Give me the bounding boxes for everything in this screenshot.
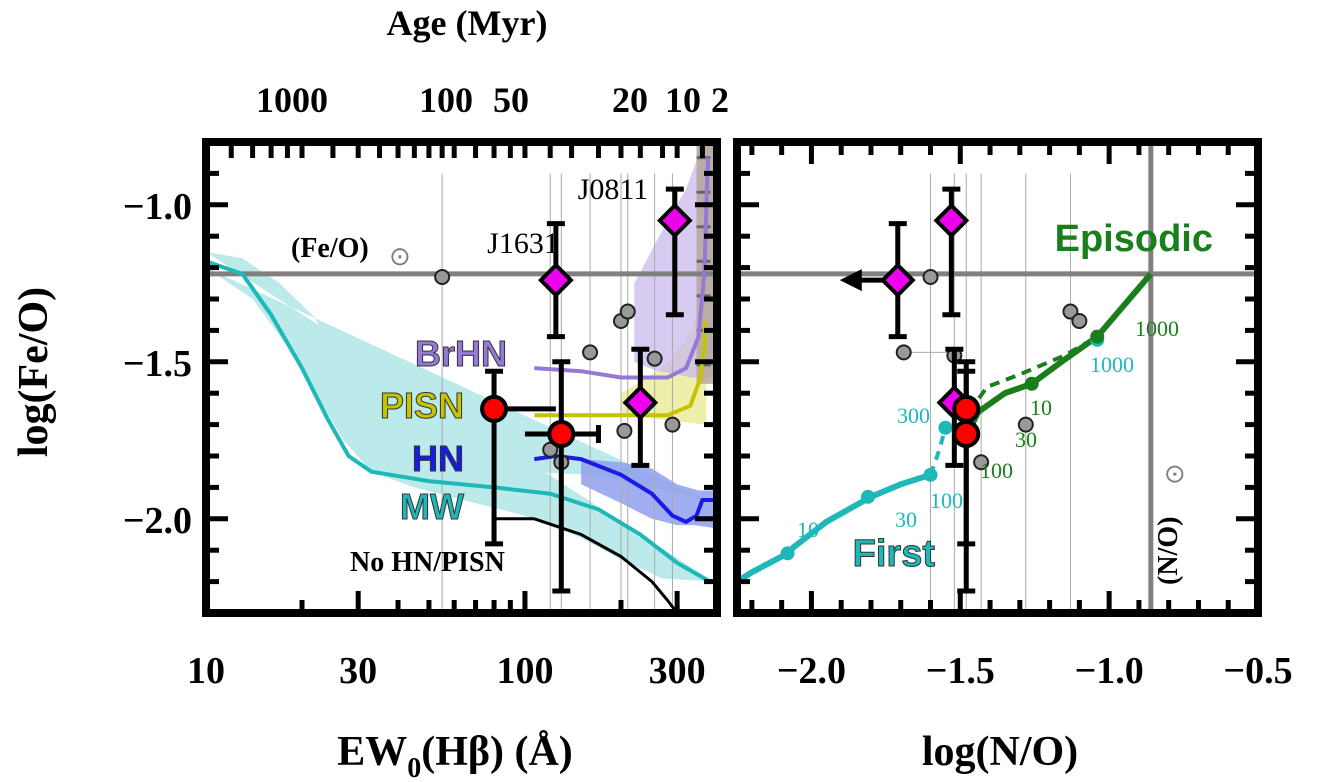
gray-data-point	[895, 344, 912, 361]
top-age-label: 20	[612, 80, 648, 120]
solar-fe-o-label: (Fe/O)	[291, 233, 369, 264]
model-line-brhn	[534, 157, 711, 380]
first-track-point	[860, 489, 875, 504]
y-tick-label: −2.0	[123, 500, 192, 542]
episodic-track-point	[1090, 329, 1105, 344]
gray-data-point	[434, 269, 451, 286]
top-age-label: 1000	[256, 80, 328, 120]
y-tick-label: −1.5	[123, 343, 192, 385]
right-frame	[733, 138, 1262, 617]
gray-data-point	[542, 441, 559, 458]
first-track-point	[923, 467, 938, 482]
top-age-label: 2	[711, 80, 729, 120]
legend-no-hn-pisn: No HN/PISN	[350, 547, 505, 578]
x-axis-label-right: log(N/O)	[922, 729, 1078, 775]
solar-n-o-symbol: ⊙	[1160, 463, 1190, 485]
gray-data-point	[582, 344, 599, 361]
model-line-pisn	[534, 320, 708, 418]
left-frame	[202, 138, 721, 617]
first-time-label: 1000	[1090, 352, 1134, 377]
solar-n-o-label-group: (N/O) ⊙	[1153, 463, 1190, 585]
diamond-marker	[656, 202, 693, 239]
episodic-time-label: 100	[980, 458, 1013, 483]
first-time-label: 10	[797, 517, 819, 542]
top-age-label: 100	[419, 80, 473, 120]
legend-pisn: PISN	[380, 385, 464, 426]
legend-first: First	[853, 533, 936, 575]
red-data-point	[952, 394, 981, 423]
episodic-time-label: 1000	[1135, 316, 1179, 341]
red-data-point	[480, 394, 509, 423]
diamond-marker	[933, 202, 970, 239]
red-data-point	[547, 420, 576, 449]
red-data-point	[952, 420, 981, 449]
x-tick-label: −1.0	[1075, 650, 1144, 692]
model-line-hn	[534, 453, 716, 525]
episodic-time-label: 30	[1015, 427, 1037, 452]
gray-data-point	[1062, 303, 1079, 320]
right-plot-area	[737, 142, 1258, 613]
y-tick-label: −1.0	[123, 186, 192, 228]
episodic-track-point	[1024, 376, 1039, 391]
x-tick-label: −2.0	[777, 650, 846, 692]
x-tick-label: 30	[339, 650, 377, 692]
y-axis-label: log(Fe/O)	[11, 287, 57, 457]
first-track-point	[938, 420, 953, 435]
left-plot-area	[206, 142, 717, 613]
band-mw	[206, 251, 714, 582]
legend-episodic: Episodic	[1055, 218, 1213, 260]
first-time-label: 100	[930, 488, 963, 513]
first-track-line	[737, 471, 932, 585]
x-tick-label: 100	[496, 650, 553, 692]
solar-symbol: ⊙	[389, 242, 411, 272]
gray-data-point	[1017, 416, 1034, 433]
x-tick-label: 10	[187, 650, 225, 692]
gray-data-point	[973, 454, 990, 471]
legend-mw: MW	[400, 486, 464, 527]
diamond-marker	[622, 384, 659, 421]
x-tick-label: −0.5	[1223, 650, 1292, 692]
solar-n-o-label: (N/O)	[1153, 517, 1184, 585]
diamond-marker	[879, 262, 916, 298]
gray-data-point	[646, 350, 663, 367]
diamond-marker	[538, 262, 574, 298]
top-age-label: 10	[665, 80, 701, 120]
model-line-nohnpisn	[533, 517, 679, 613]
model-line-mw	[206, 259, 711, 584]
first-track-point	[780, 546, 795, 561]
gray-data-point	[922, 269, 939, 286]
gray-data-point	[616, 422, 633, 439]
first-time-label: 30	[895, 507, 917, 532]
x-tick-label: −1.5	[926, 650, 995, 692]
x-axis-label-left-sub: 0	[407, 753, 421, 782]
x-axis-label-left-rest: (Hβ) (Å)	[421, 729, 573, 775]
top-age-label: 50	[493, 80, 529, 120]
legend-hn: HN	[412, 438, 464, 479]
x-axis-label-left-main: EW	[337, 729, 407, 775]
x-tick-label: 300	[649, 650, 706, 692]
gray-data-point	[664, 416, 681, 433]
x-axis-label-left: EW0(Hβ) (Å)	[337, 729, 573, 782]
label-j1631: J1631	[487, 227, 559, 260]
left-panel-title: Age (Myr)	[387, 3, 548, 43]
gray-data-point	[1071, 312, 1088, 329]
label-j0811: J0811	[578, 173, 649, 206]
episodic-time-label: 10	[1030, 395, 1052, 420]
first-time-label: 300	[897, 403, 930, 428]
first-track-dashed	[928, 427, 948, 476]
upper-limit-arrow-head	[839, 269, 862, 292]
right-panel: −2.0 −1.5 −1.0 −0.5(N/O)⊙EpisodicFirst10001…	[733, 138, 1293, 692]
gray-data-point	[619, 303, 636, 320]
legend-brhn: BrHN	[415, 333, 507, 374]
